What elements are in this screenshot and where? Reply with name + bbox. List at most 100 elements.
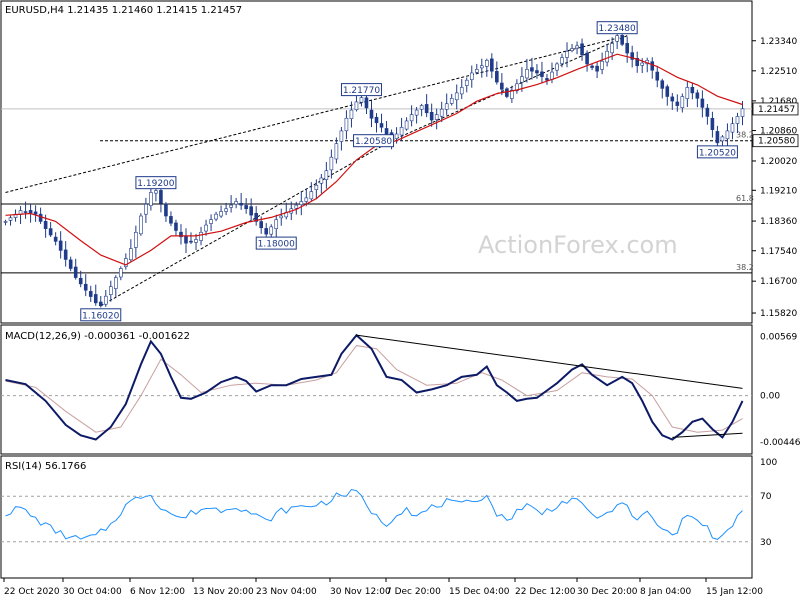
candle — [419, 103, 424, 117]
macd-signal-line — [5, 345, 743, 433]
price-tick-label: 1.15820 — [760, 309, 797, 319]
candle — [439, 101, 444, 123]
price-tick-label: 1.22510 — [760, 67, 797, 77]
candle — [580, 38, 584, 61]
candle — [103, 290, 108, 307]
candle — [214, 211, 218, 222]
candle — [570, 43, 574, 53]
svg-text:1.21770: 1.21770 — [343, 86, 380, 96]
candle — [715, 125, 720, 148]
price-tick-label: 1.23340 — [760, 37, 797, 47]
candle — [600, 52, 604, 75]
candle — [254, 206, 258, 226]
candle — [479, 58, 484, 78]
candle — [409, 105, 414, 127]
candle — [670, 93, 675, 110]
candle — [444, 93, 449, 115]
macd-panel — [0, 324, 753, 455]
candle — [505, 87, 509, 99]
candle — [530, 57, 534, 80]
candle — [224, 202, 228, 216]
svg-text:1.21457: 1.21457 — [758, 105, 795, 115]
price-axis-marker: 1.20580 — [752, 134, 799, 148]
candle — [660, 78, 665, 99]
candle — [625, 36, 629, 63]
candle — [560, 53, 564, 68]
candle — [459, 78, 464, 100]
x-tick-label: 8 Jan 04:00 — [640, 587, 692, 597]
level-note: 38.2 — [736, 131, 754, 140]
candle — [189, 232, 193, 245]
candle — [605, 43, 609, 67]
candle — [199, 226, 203, 246]
candle — [33, 205, 38, 222]
candle — [164, 202, 168, 222]
candle — [129, 239, 133, 263]
candle — [515, 79, 519, 94]
price-label: 1.20520 — [696, 145, 738, 159]
candle — [98, 295, 103, 308]
x-tick-label: 7 Dec 20:00 — [386, 587, 441, 597]
macd-tick-label: -0.00446 — [760, 438, 800, 448]
price-tick-label: 1.18360 — [760, 217, 797, 227]
price-label: 1.21770 — [340, 83, 382, 97]
x-tick-label: 22 Oct 2020 — [4, 587, 60, 597]
candle — [485, 58, 489, 77]
candle — [685, 81, 690, 108]
candle — [349, 101, 354, 128]
candle — [3, 219, 8, 226]
candle — [63, 241, 68, 267]
price-tick-label: 1.19210 — [760, 186, 797, 196]
candle — [169, 211, 173, 227]
price-label: 1.18000 — [255, 236, 297, 250]
candle — [139, 213, 143, 236]
candle — [134, 225, 138, 258]
svg-text:1.18000: 1.18000 — [258, 240, 295, 250]
svg-text:1.23480: 1.23480 — [599, 24, 636, 34]
candle — [204, 219, 208, 236]
candle — [404, 117, 409, 131]
macd-line — [5, 333, 744, 441]
candle — [700, 90, 705, 118]
candle — [695, 89, 700, 108]
price-label: 1.19200 — [135, 176, 177, 190]
candle — [449, 93, 454, 106]
trendline — [100, 140, 392, 307]
candle — [424, 94, 429, 118]
candle — [500, 73, 504, 96]
x-tick-label: 22 Dec 12:00 — [515, 587, 576, 597]
candle — [535, 64, 539, 79]
svg-text:1.19200: 1.19200 — [137, 179, 174, 189]
x-tick-label: 13 Nov 20:00 — [193, 587, 254, 597]
svg-text:1.16020: 1.16020 — [82, 311, 119, 321]
candle — [329, 149, 334, 179]
price-tick-label: 1.17540 — [760, 247, 797, 257]
candle — [510, 85, 514, 103]
candle — [144, 197, 148, 223]
rsi-tick-label: 100 — [760, 458, 777, 468]
candle — [635, 51, 640, 73]
candle — [58, 231, 63, 259]
candle — [374, 113, 379, 133]
price-axis-marker: 1.21457 — [752, 102, 799, 116]
candle — [229, 195, 233, 213]
candle — [53, 232, 58, 246]
price-tick-label: 1.21680 — [760, 97, 797, 107]
candle — [429, 103, 434, 127]
candle — [434, 108, 439, 130]
moving-average-line — [5, 53, 743, 266]
candle — [8, 215, 13, 226]
price-tick-label: 1.16700 — [760, 277, 797, 287]
candle — [83, 274, 88, 297]
candle — [690, 82, 695, 100]
candle — [705, 104, 710, 125]
candle — [124, 253, 128, 270]
price-label: 1.20580 — [353, 134, 395, 148]
candle — [304, 188, 309, 207]
candle — [309, 182, 314, 201]
x-tick-label: 30 Nov 12:00 — [330, 587, 391, 597]
candle — [555, 62, 559, 76]
candle — [655, 67, 660, 88]
candle — [274, 214, 279, 238]
